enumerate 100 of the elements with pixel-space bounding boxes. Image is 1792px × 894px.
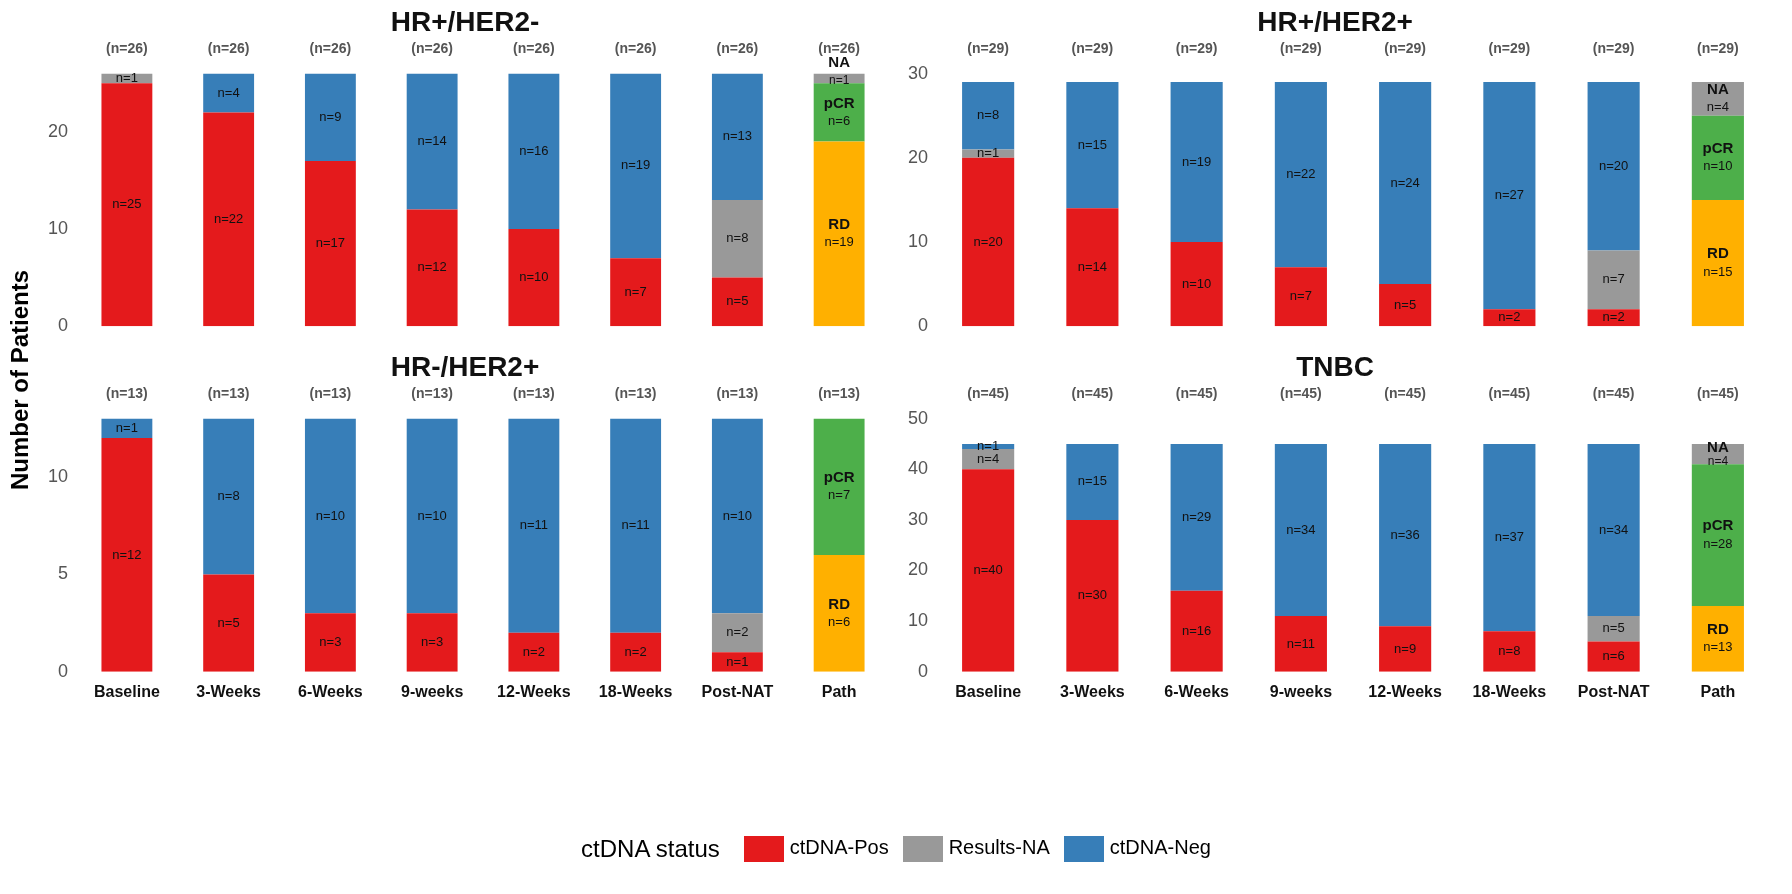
bar [406, 418, 458, 614]
data-label: n=16 [1181, 622, 1212, 638]
x-tick-label: 3-Weeks [1060, 682, 1125, 700]
bar [406, 73, 458, 210]
y-tick-label: 5 [58, 563, 69, 584]
y-tick-label: 10 [907, 230, 929, 251]
total-label: (n=45) [1592, 385, 1635, 402]
bar [1274, 82, 1327, 268]
x-tick-label: 18-Weeks [598, 682, 673, 700]
y-tick-label: 10 [47, 466, 69, 486]
total-label: (n=26) [513, 40, 555, 57]
bar [711, 277, 763, 327]
y-tick-label: 10 [47, 218, 69, 239]
bar [508, 73, 560, 230]
data-label: n=24 [1390, 174, 1420, 190]
bar [1691, 605, 1744, 672]
chart-title: HR+/HER2- [390, 5, 540, 37]
bar [1379, 284, 1432, 327]
bar [1587, 82, 1640, 251]
bar [304, 418, 356, 614]
bar [813, 141, 865, 327]
series-label: pCR [1702, 138, 1734, 156]
bar [610, 632, 662, 672]
bar [101, 418, 153, 439]
x-tick-label: Post-NAT [1577, 682, 1650, 700]
total-label: (n=29) [1488, 40, 1531, 57]
data-label: n=10 [519, 269, 549, 285]
data-label: n=34 [1598, 521, 1629, 537]
data-label: n=15 [1077, 136, 1108, 152]
y-tick-label: 0 [58, 315, 69, 336]
data-label: n=10 [417, 507, 447, 523]
data-label: n=1 [828, 72, 850, 87]
bar [1066, 82, 1119, 209]
bar [711, 73, 763, 200]
data-label: n=15 [1703, 263, 1733, 279]
bar [813, 418, 865, 555]
bar [1274, 267, 1327, 327]
bar [1274, 443, 1327, 617]
data-label: n=6 [828, 613, 851, 629]
legend-label: Results-NA [947, 836, 1050, 861]
data-label: n=20 [1598, 157, 1629, 173]
total-label: (n=13) [614, 385, 657, 402]
bar [1587, 616, 1640, 642]
x-tick-label: Post-NAT [701, 682, 774, 700]
total-label: (n=29) [1280, 40, 1322, 57]
y-tick-label: 0 [918, 315, 929, 336]
x-tick-label: 6-Weeks [298, 682, 363, 700]
total-label: (n=29) [1592, 40, 1635, 57]
bar [1170, 443, 1223, 591]
y-tick-label: 20 [907, 146, 929, 167]
data-label: n=14 [417, 133, 447, 149]
bar [1691, 464, 1744, 606]
data-label: n=6 [1602, 648, 1625, 664]
x-tick-label: 9-weeks [401, 682, 464, 700]
data-label: n=8 [726, 230, 749, 246]
bar [1483, 82, 1536, 310]
data-label: n=8 [977, 107, 1000, 123]
data-label: n=19 [824, 234, 854, 250]
y-tick-label: 30 [907, 508, 929, 529]
data-label: n=37 [1494, 529, 1525, 545]
data-label: n=7 [828, 487, 851, 503]
data-label: n=8 [217, 488, 240, 504]
bar [203, 418, 255, 575]
y-tick-label: 0 [918, 660, 929, 681]
chart-title: TNBC [1296, 350, 1374, 382]
bar [508, 632, 560, 672]
total-label: (n=45) [1488, 385, 1531, 402]
bar [101, 438, 153, 672]
bar [1274, 616, 1327, 672]
data-label: n=13 [1703, 639, 1733, 655]
legend-label: ctDNA-Pos [788, 836, 889, 861]
data-label: n=10 [315, 507, 346, 523]
total-label: (n=13) [818, 385, 860, 402]
bar [711, 613, 763, 653]
y-tick-label: 40 [907, 458, 929, 479]
series-label: NA [1707, 80, 1729, 97]
bar [1691, 199, 1744, 327]
x-tick-label: Baseline [955, 682, 1022, 700]
total-label: (n=13) [106, 385, 148, 402]
bar [1587, 250, 1640, 310]
x-tick-label: Path [821, 682, 857, 700]
data-label: n=6 [828, 113, 851, 129]
bar [1066, 443, 1119, 520]
y-tick-label: 50 [907, 407, 929, 428]
data-label: n=7 [1289, 288, 1312, 304]
bar [1587, 641, 1640, 672]
total-label: (n=26) [106, 40, 148, 57]
legend-label: ctDNA-Neg [1108, 836, 1211, 861]
bar [203, 73, 255, 113]
data-label: n=4 [217, 84, 240, 100]
data-label: n=10 [1181, 275, 1212, 291]
total-label: (n=45) [1384, 385, 1426, 402]
data-label: n=5 [1602, 620, 1625, 636]
total-label: (n=29) [1175, 40, 1218, 57]
data-label: n=16 [519, 142, 549, 158]
data-label: n=1 [977, 145, 1000, 161]
series-label: pCR [1702, 516, 1734, 534]
bar [610, 418, 662, 633]
bar [406, 613, 458, 672]
bar [962, 157, 1015, 327]
